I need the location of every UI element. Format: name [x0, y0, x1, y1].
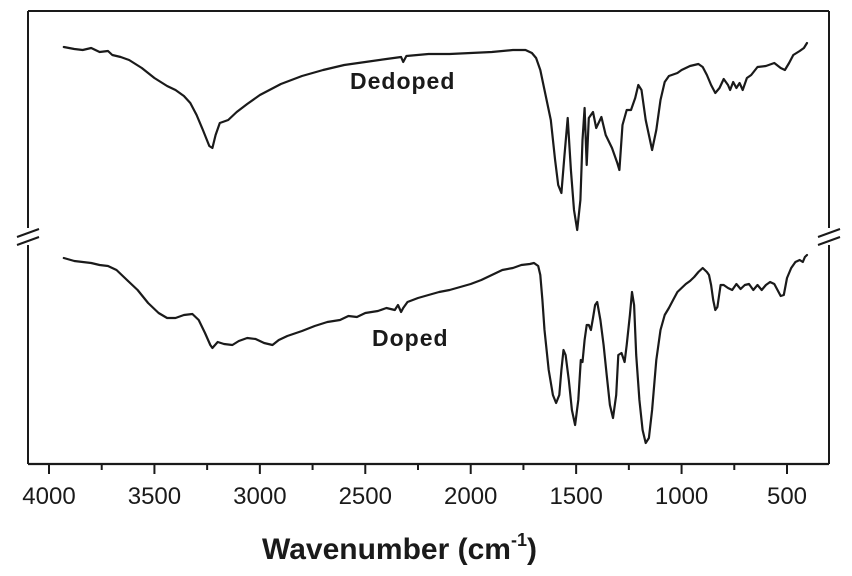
- plot-frame: [27, 10, 830, 466]
- x-axis-title-main: Wavenumber (cm: [262, 533, 511, 566]
- x-tick-label: 1000: [655, 483, 708, 510]
- x-axis-title-close: ): [527, 533, 537, 566]
- x-tick-label: 3500: [128, 483, 181, 510]
- break-slash-right-2: [817, 236, 841, 246]
- axis-break-right: [815, 228, 845, 246]
- x-tick-label: 4000: [22, 483, 75, 510]
- x-tick-label: 500: [767, 483, 807, 510]
- x-tick-label: 1500: [549, 483, 602, 510]
- dedoped-label: Dedoped: [350, 68, 455, 94]
- x-axis-tick-labels: 4000 3500 3000 2500 2000 1500 1000 500: [22, 483, 807, 510]
- x-axis-title-superscript: -1: [511, 530, 527, 550]
- dedoped-spectrum-line: [62, 41, 809, 232]
- break-slash-left-1: [16, 228, 40, 238]
- x-tick-label: 3000: [233, 483, 286, 510]
- doped-label: Doped: [372, 325, 449, 351]
- break-slash-left-2: [16, 236, 40, 246]
- break-slash-right-1: [817, 228, 841, 238]
- doped-spectrum-line: [62, 253, 809, 445]
- axis-break-left: [14, 228, 44, 246]
- break-gap-left: [14, 228, 44, 245]
- x-tick-label: 2000: [444, 483, 497, 510]
- x-axis-title: Wavenumber (cm-1): [262, 530, 537, 566]
- x-axis-ticks: [48, 464, 788, 474]
- break-gap-right: [815, 228, 845, 245]
- x-tick-label: 2500: [339, 483, 392, 510]
